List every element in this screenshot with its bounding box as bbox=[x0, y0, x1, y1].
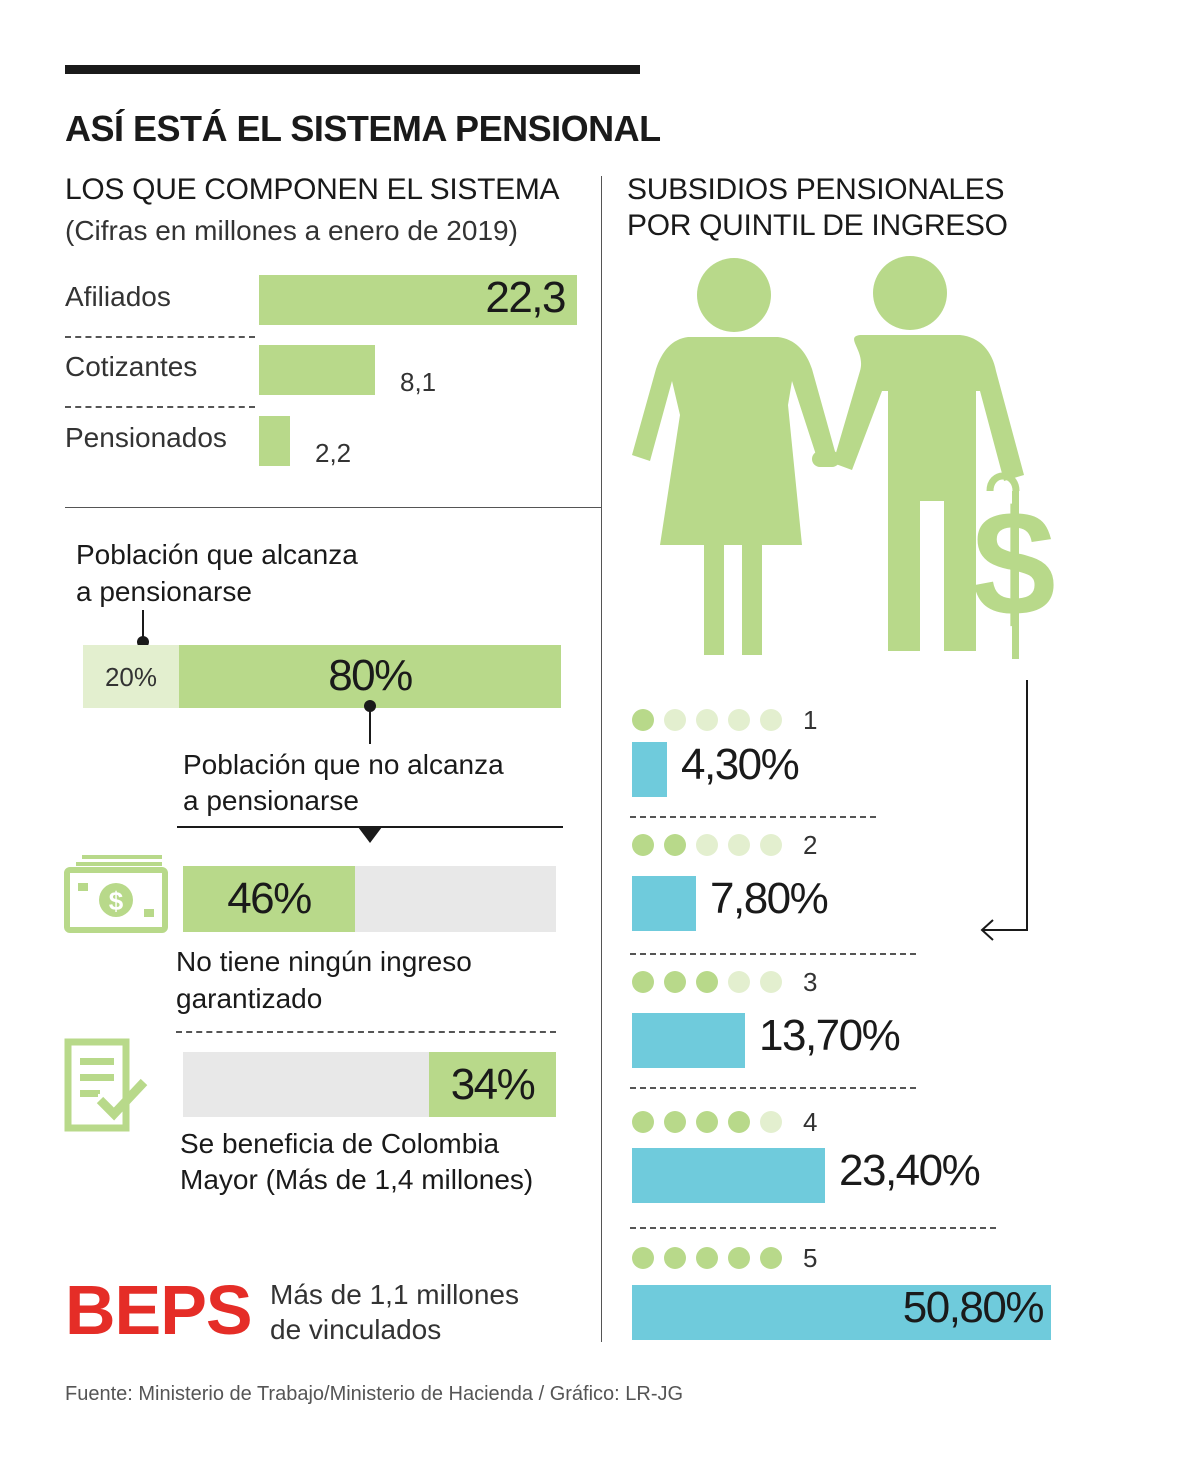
no-income-line2: garantizado bbox=[176, 983, 323, 1014]
quintile-1-dot bbox=[664, 709, 686, 731]
composition-bar-pensionados bbox=[259, 416, 290, 466]
composition-bar-cotizantes bbox=[259, 345, 375, 395]
quintile-divider bbox=[630, 953, 916, 955]
composition-title: LOS QUE COMPONEN EL SISTEMA bbox=[65, 173, 560, 206]
quintile-2-value: 7,80% bbox=[710, 874, 829, 923]
composition-subtitle: (Cifras en millones a enero de 2019) bbox=[65, 215, 518, 246]
banknote-icon: $ bbox=[64, 855, 168, 933]
quintile-1-dot bbox=[696, 709, 718, 731]
svg-text:$: $ bbox=[109, 886, 124, 916]
reach-pct: 20% bbox=[104, 662, 158, 692]
not-reach-label-line2: a pensionarse bbox=[183, 785, 359, 816]
composition-value-pensionados: 2,2 bbox=[315, 438, 352, 468]
quintile-divider bbox=[630, 1087, 916, 1089]
split-arrow bbox=[177, 826, 563, 843]
not-reach-pct: 80% bbox=[328, 651, 413, 700]
quintile-5-dot bbox=[696, 1247, 718, 1269]
quintile-5-bar bbox=[632, 1285, 1051, 1340]
checklist-icon bbox=[64, 1038, 148, 1132]
beps-text-line1: Más de 1,1 millones bbox=[270, 1279, 520, 1310]
quintile-3-dot bbox=[632, 971, 654, 993]
quintile-5-dot bbox=[728, 1247, 750, 1269]
reach-pointer bbox=[137, 610, 149, 648]
top-rule bbox=[65, 65, 640, 74]
quintile-2-dot bbox=[632, 834, 654, 856]
composition-bar-afiliados bbox=[259, 275, 577, 325]
quintile-4-dot bbox=[760, 1111, 782, 1133]
quintile-3-dot bbox=[696, 971, 718, 993]
not-reach-segment bbox=[179, 645, 561, 708]
quintile-3-label: 3 bbox=[803, 967, 818, 997]
composition-label-cotizantes: Cotizantes bbox=[65, 351, 198, 382]
no-income-pct: 46% bbox=[227, 874, 312, 923]
quintile-2-bar bbox=[632, 876, 696, 931]
beps-text-line2: de vinculados bbox=[270, 1314, 442, 1345]
not-reach-pointer bbox=[364, 700, 376, 744]
quintile-1-bar bbox=[632, 742, 667, 797]
svg-text:$: $ bbox=[972, 479, 1055, 647]
subsidies-title-line2: POR QUINTIL DE INGRESO bbox=[627, 209, 1008, 242]
no-income-line1: No tiene ningún ingreso bbox=[176, 946, 472, 977]
composition-label-pensionados: Pensionados bbox=[65, 422, 227, 453]
quintile-1-dot bbox=[632, 709, 654, 731]
quintile-4-dot bbox=[664, 1111, 686, 1133]
quintile-divider bbox=[630, 816, 876, 818]
no-income-bar: 46% bbox=[183, 866, 556, 932]
composition-divider bbox=[65, 406, 255, 408]
quintile-1-value: 4,30% bbox=[681, 740, 800, 789]
quintile-5-dot bbox=[632, 1247, 654, 1269]
quintile-2-dot bbox=[664, 834, 686, 856]
quintile-5-value: 50,80% bbox=[902, 1283, 1045, 1332]
reach-label-line1: Población que alcanza bbox=[76, 539, 358, 570]
quintile-3-bar bbox=[632, 1013, 745, 1068]
not-reach-label-line1: Población que no alcanza bbox=[183, 749, 504, 780]
colombia-mayor-line2: Mayor (Más de 1,4 millones) bbox=[180, 1164, 534, 1195]
quintile-5-dot bbox=[664, 1247, 686, 1269]
quintile-2-dot bbox=[728, 834, 750, 856]
subsidies-title-line1: SUBSIDIOS PENSIONALES bbox=[627, 173, 1005, 206]
quintile-3-dot bbox=[760, 971, 782, 993]
composition-label-afiliados: Afiliados bbox=[65, 281, 171, 312]
composition-value-afiliados: 22,3 bbox=[485, 273, 566, 322]
couple-icon: $ bbox=[632, 256, 1056, 659]
quintile-1-dot bbox=[728, 709, 750, 731]
composition-value-cotizantes: 8,1 bbox=[400, 367, 437, 397]
colombia-mayor-line1: Se beneficia de Colombia bbox=[180, 1128, 500, 1159]
quintile-1-dot bbox=[760, 709, 782, 731]
quintile-2-dot bbox=[696, 834, 718, 856]
quintile-4-label: 4 bbox=[803, 1107, 818, 1137]
quintile-4-value: 23,40% bbox=[839, 1146, 981, 1195]
colombia-mayor-pct: 34% bbox=[450, 1060, 536, 1109]
page-title: ASÍ ESTÁ EL SISTEMA PENSIONAL bbox=[65, 108, 661, 149]
reach-label-line2: a pensionarse bbox=[76, 576, 252, 607]
composition-divider bbox=[65, 336, 255, 338]
quintile-3-dot bbox=[664, 971, 686, 993]
quintile-4-dot bbox=[632, 1111, 654, 1133]
quintile-5-label: 5 bbox=[803, 1243, 818, 1273]
quintile-5-dot bbox=[760, 1247, 782, 1269]
section-divider bbox=[65, 507, 601, 508]
beps-label: BEPS bbox=[65, 1271, 253, 1349]
quintile-4-dot bbox=[728, 1111, 750, 1133]
no-income-fill bbox=[183, 866, 355, 932]
quintile-2-dot bbox=[760, 834, 782, 856]
source-note: Fuente: Ministerio de Trabajo/Ministerio… bbox=[65, 1383, 684, 1405]
quintile-4-bar bbox=[632, 1148, 825, 1203]
reach-segment bbox=[83, 645, 179, 708]
quintile-divider bbox=[630, 1227, 996, 1229]
divider-dash bbox=[176, 1031, 556, 1033]
quintile-4-dot bbox=[696, 1111, 718, 1133]
quintile-1-label: 1 bbox=[803, 705, 818, 735]
colombia-mayor-fill bbox=[429, 1052, 556, 1117]
column-divider bbox=[601, 176, 602, 1342]
population-bar: 20% 80% bbox=[83, 645, 561, 708]
quintile-2-label: 2 bbox=[803, 830, 818, 860]
quintile-3-dot bbox=[728, 971, 750, 993]
quintile-3-value: 13,70% bbox=[759, 1011, 901, 1060]
colombia-mayor-bar: 34% bbox=[183, 1052, 556, 1117]
pointer-arrow-icon bbox=[980, 680, 1028, 941]
